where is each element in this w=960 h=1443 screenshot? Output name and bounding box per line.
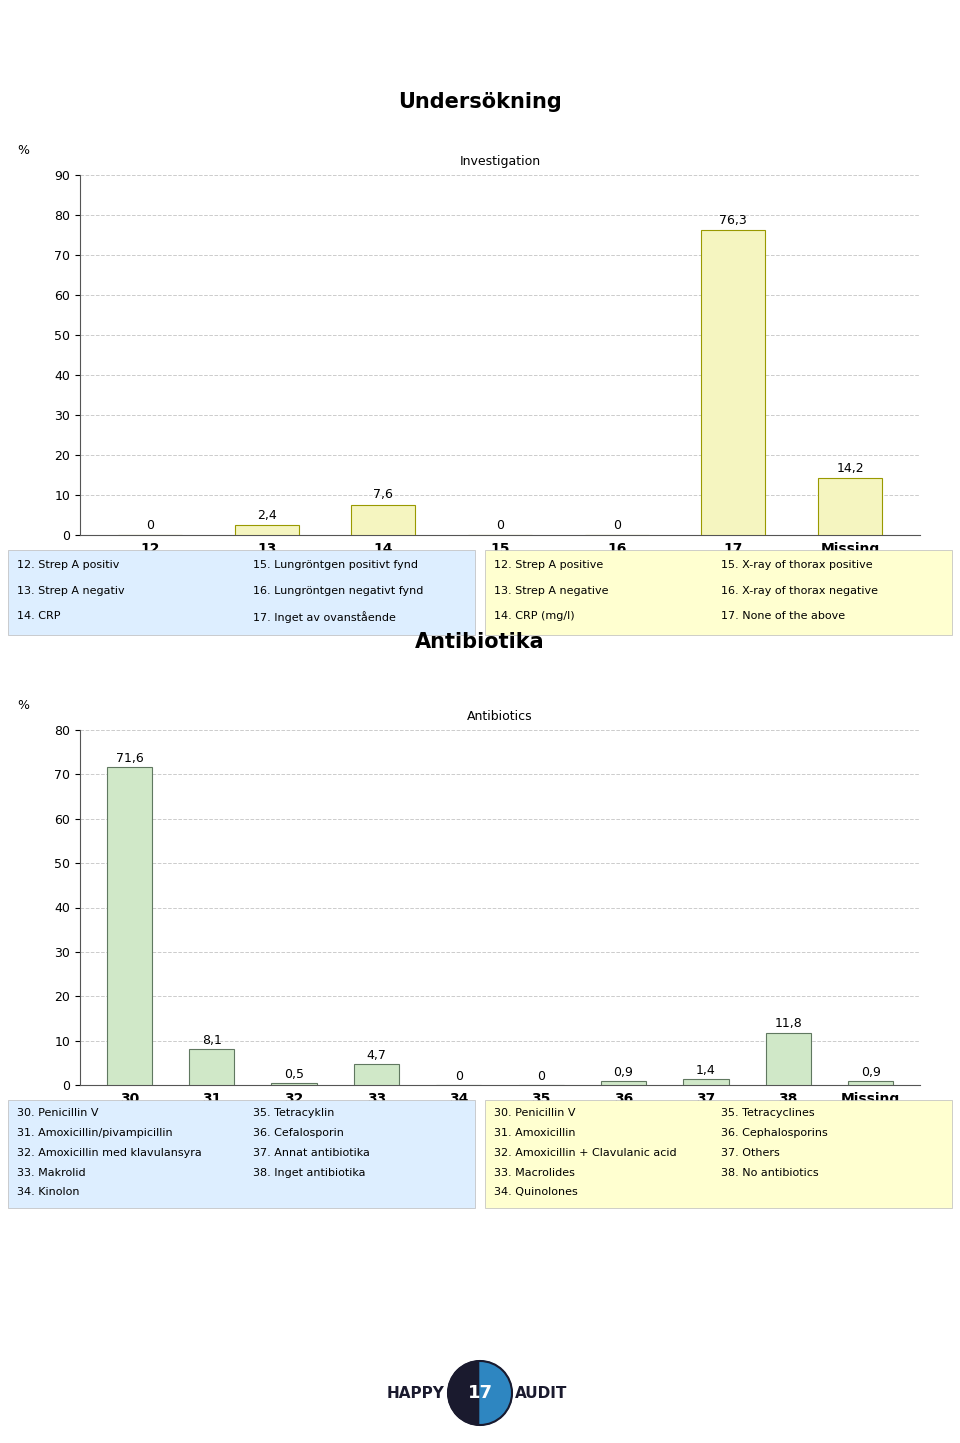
Text: 14,2: 14,2 <box>836 462 864 475</box>
FancyBboxPatch shape <box>485 550 952 635</box>
Bar <box>354 1063 399 1085</box>
Text: 16. Lungröntgen negativt fynd: 16. Lungröntgen negativt fynd <box>253 586 423 596</box>
FancyBboxPatch shape <box>485 1100 952 1208</box>
Text: 1,4: 1,4 <box>696 1063 716 1076</box>
Text: 7,6: 7,6 <box>373 488 394 501</box>
Text: 0: 0 <box>146 519 154 532</box>
Text: 32. Amoxicillin + Clavulanic acid: 32. Amoxicillin + Clavulanic acid <box>494 1147 677 1157</box>
Text: %: % <box>17 144 29 157</box>
FancyBboxPatch shape <box>8 1100 475 1208</box>
Text: 76,3: 76,3 <box>719 214 747 227</box>
Text: 0: 0 <box>612 519 621 532</box>
Text: 14. CRP: 14. CRP <box>17 612 60 620</box>
Bar <box>234 525 299 535</box>
Text: 8,1: 8,1 <box>202 1033 222 1046</box>
Text: 36. Cefalosporin: 36. Cefalosporin <box>253 1127 345 1137</box>
Bar <box>107 768 152 1085</box>
Text: 31. Amoxicillin: 31. Amoxicillin <box>494 1127 576 1137</box>
Text: 34. Kinolon: 34. Kinolon <box>17 1188 80 1198</box>
Text: 36. Cephalosporins: 36. Cephalosporins <box>721 1127 828 1137</box>
Wedge shape <box>480 1361 512 1426</box>
Text: 16. X-ray of thorax negative: 16. X-ray of thorax negative <box>721 586 877 596</box>
Text: 4,7: 4,7 <box>367 1049 387 1062</box>
Text: 71,6: 71,6 <box>115 752 143 765</box>
Text: 30. Penicillin V: 30. Penicillin V <box>494 1108 576 1117</box>
Text: 17: 17 <box>468 1384 492 1403</box>
Text: Antibiotika: Antibiotika <box>415 632 545 652</box>
Text: 15. Lungröntgen positivt fynd: 15. Lungröntgen positivt fynd <box>253 560 419 570</box>
Text: 38. Inget antibiotika: 38. Inget antibiotika <box>253 1167 366 1177</box>
Text: 0: 0 <box>455 1069 463 1082</box>
Bar <box>818 478 882 535</box>
Text: %: % <box>17 700 29 713</box>
Text: 11,8: 11,8 <box>775 1017 803 1030</box>
Text: 30. Penicillin V: 30. Penicillin V <box>17 1108 99 1117</box>
FancyBboxPatch shape <box>8 550 475 635</box>
Text: 17. Inget av ovanstående: 17. Inget av ovanstående <box>253 612 396 623</box>
Wedge shape <box>448 1361 480 1426</box>
Text: Undersökning: Undersökning <box>398 92 562 113</box>
Text: 33. Makrolid: 33. Makrolid <box>17 1167 86 1177</box>
Text: 0: 0 <box>538 1069 545 1082</box>
Bar <box>272 1082 317 1085</box>
Text: 2,4: 2,4 <box>256 509 276 522</box>
Text: 34. Quinolones: 34. Quinolones <box>494 1188 578 1198</box>
Text: 32. Amoxicillin med klavulansyra: 32. Amoxicillin med klavulansyra <box>17 1147 203 1157</box>
Text: 38. No antibiotics: 38. No antibiotics <box>721 1167 818 1177</box>
Bar <box>765 1033 811 1085</box>
Bar <box>701 229 765 535</box>
Text: 0: 0 <box>496 519 504 532</box>
Text: 0,9: 0,9 <box>613 1066 634 1079</box>
Bar <box>189 1049 234 1085</box>
Bar <box>601 1081 646 1085</box>
Text: 0,5: 0,5 <box>284 1068 304 1081</box>
Text: 13. Strep A negativ: 13. Strep A negativ <box>17 586 125 596</box>
Text: HAPPY: HAPPY <box>387 1385 445 1401</box>
Text: 12. Strep A positiv: 12. Strep A positiv <box>17 560 120 570</box>
Text: Investigation: Investigation <box>460 154 540 167</box>
Text: 0,9: 0,9 <box>861 1066 880 1079</box>
Text: Antibiotics: Antibiotics <box>468 710 533 723</box>
Bar <box>684 1079 729 1085</box>
Text: AUDIT: AUDIT <box>515 1385 567 1401</box>
Text: 31. Amoxicillin/pivampicillin: 31. Amoxicillin/pivampicillin <box>17 1127 173 1137</box>
Text: 15. X-ray of thorax positive: 15. X-ray of thorax positive <box>721 560 873 570</box>
Text: 37. Annat antibiotika: 37. Annat antibiotika <box>253 1147 371 1157</box>
Text: 37. Others: 37. Others <box>721 1147 780 1157</box>
Bar <box>848 1081 893 1085</box>
Text: 33. Macrolides: 33. Macrolides <box>494 1167 575 1177</box>
Text: 35. Tetracyclines: 35. Tetracyclines <box>721 1108 814 1117</box>
Text: 35. Tetracyklin: 35. Tetracyklin <box>253 1108 335 1117</box>
Text: 14. CRP (mg/l): 14. CRP (mg/l) <box>494 612 575 620</box>
Text: 17. None of the above: 17. None of the above <box>721 612 845 620</box>
Text: 12. Strep A positive: 12. Strep A positive <box>494 560 604 570</box>
Text: 13. Strep A negative: 13. Strep A negative <box>494 586 609 596</box>
Bar <box>351 505 416 535</box>
